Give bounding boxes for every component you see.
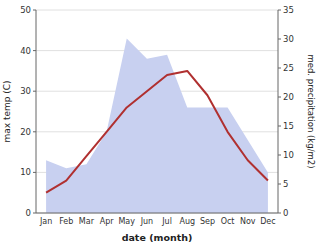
x-tick-label: Feb — [59, 217, 73, 226]
y2-axis-title: med. precipitation (kg/m2) — [306, 54, 316, 168]
x-tick-label: Dec — [260, 217, 275, 226]
y2-tick-label: 25 — [283, 63, 294, 73]
y2-tick — [278, 97, 281, 98]
y2-tick — [278, 10, 281, 11]
x-tick-label: Jul — [161, 217, 172, 226]
x-tick-label: May — [118, 217, 135, 226]
y2-tick — [278, 39, 281, 40]
y2-tick-label: 30 — [283, 34, 294, 44]
y2-tick — [278, 68, 281, 69]
y-tick-label: 30 — [20, 86, 31, 96]
y2-tick — [278, 213, 281, 214]
y-tick-label: 20 — [20, 127, 31, 137]
grid-line — [36, 50, 278, 51]
x-tick-label: Apr — [100, 217, 115, 226]
y2-tick-label: 10 — [283, 150, 294, 160]
y-tick — [33, 10, 36, 11]
grid — [36, 10, 278, 213]
y-tick — [33, 131, 36, 132]
y-tick — [33, 50, 36, 51]
area — [46, 38, 268, 213]
x-tick-label: Jan — [39, 217, 52, 226]
y-tick — [33, 172, 36, 173]
y2-tick-label: 35 — [283, 5, 294, 15]
x-tick-label: Nov — [240, 217, 256, 226]
y2-tick-label: 5 — [283, 179, 288, 189]
x-tick-label: Oct — [221, 217, 235, 226]
y-tick — [33, 91, 36, 92]
y2-tick-label: 15 — [283, 121, 294, 131]
y2-tick-label: 0 — [283, 208, 288, 218]
x-tick-label: Mar — [79, 217, 95, 226]
x-axis-line — [36, 213, 278, 214]
y2-tick-label: 20 — [283, 92, 294, 102]
y-tick-label: 0 — [26, 208, 31, 218]
y-tick-label: 10 — [20, 167, 31, 177]
y-tick-label: 40 — [20, 46, 31, 56]
y-axis-title: max temp (C) — [2, 80, 12, 142]
y2-tick — [278, 184, 281, 185]
grid-line — [36, 213, 278, 214]
x-tick-label: Jun — [140, 217, 154, 226]
y-tick — [33, 213, 36, 214]
y-axis-line — [36, 10, 37, 213]
data — [46, 38, 268, 213]
axes: 0 10 20 30 40 50 0 5 10 15 20 25 30 35 Jan Feb Mar AprMay… — [20, 5, 294, 226]
x-tick-label: Aug — [179, 217, 195, 226]
x-tick-label: Sep — [200, 217, 215, 226]
y2-axis-line — [278, 10, 279, 213]
y2-tick — [278, 126, 281, 127]
grid-line — [36, 10, 278, 11]
chart: 0 10 20 30 40 50 0 5 10 15 20 25 30 35 Jan Feb Mar AprMay… — [0, 0, 318, 247]
y2-tick — [278, 155, 281, 156]
x-axis-title: date (month) — [122, 232, 193, 243]
line — [46, 71, 268, 193]
y-tick-label: 50 — [20, 5, 31, 15]
